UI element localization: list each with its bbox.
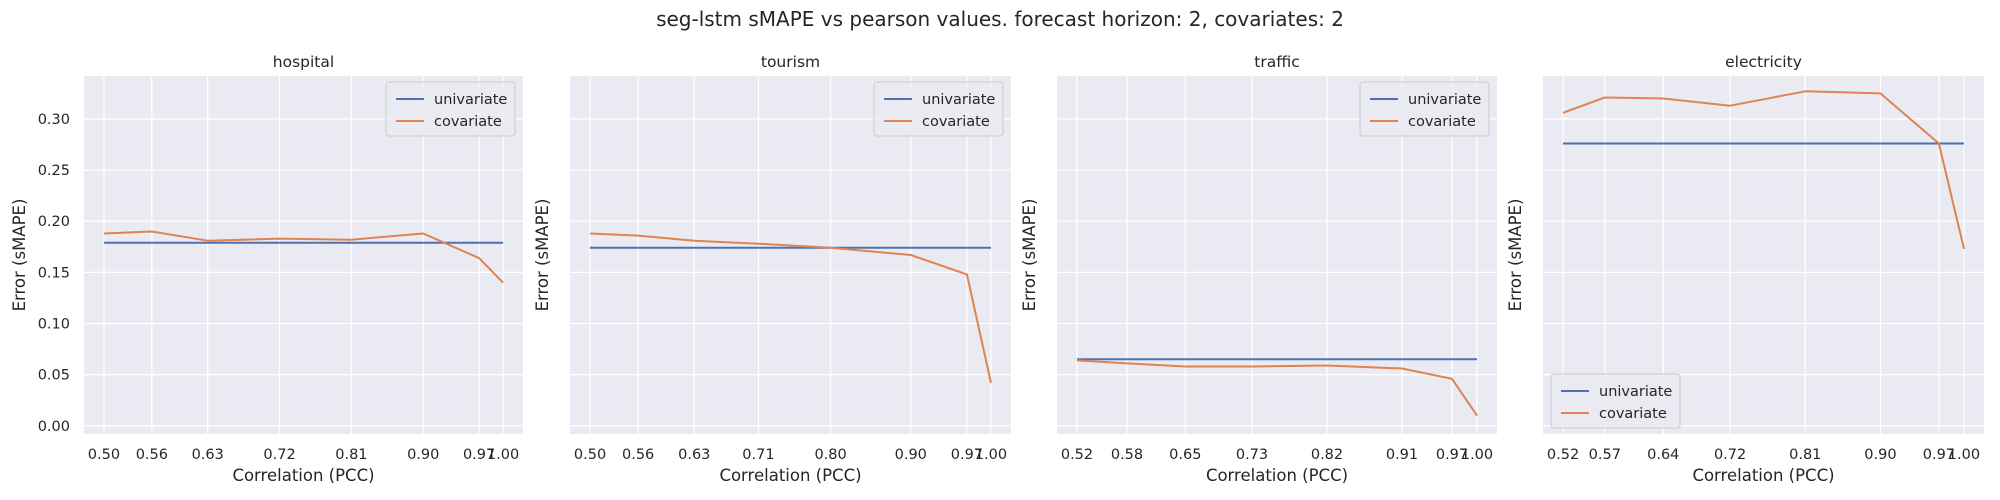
x-tick-label: 0.97 [463, 447, 495, 463]
x-tick-label: 0.50 [574, 447, 606, 463]
y-tick-label: 0.30 [38, 112, 70, 128]
figure-title: seg-lstm sMAPE vs pearson values. foreca… [656, 7, 1344, 31]
series-line-covariate [103, 230, 504, 284]
series-line-covariate [589, 232, 992, 384]
x-tick-label: 0.90 [1864, 447, 1896, 463]
x-tick-label: 0.73 [1236, 447, 1268, 463]
panel-title: tourism [761, 53, 820, 71]
legend-box [385, 81, 516, 137]
x-tick-label: 0.82 [1311, 447, 1343, 463]
legend-label: univariate [434, 92, 507, 108]
x-tick-label: 0.64 [1647, 447, 1679, 463]
x-tick-label: 0.80 [814, 447, 846, 463]
x-tick-label: 0.90 [895, 447, 927, 463]
x-tick-label: 0.72 [263, 447, 295, 463]
panel-electricity: electricity 0.52 0.57 0.64 0.72 0.81 0.90 0.971… [1506, 53, 1984, 485]
legend-box [873, 81, 1004, 137]
legend-box [1359, 81, 1490, 137]
x-axis-label: Correlation (PCC) [1692, 466, 1834, 485]
legend-label: covariate [1599, 406, 1667, 422]
x-tick-label: 0.91 [1386, 447, 1418, 463]
y-tick-label: 0.10 [38, 317, 70, 333]
y-axis-label: Error (sMAPE) [1506, 199, 1525, 312]
series-line-covariate [1076, 359, 1478, 417]
x-tick-label: 1.00 [487, 447, 519, 463]
legend-label: univariate [1408, 92, 1481, 108]
y-tick-label: 0.15 [38, 265, 70, 281]
x-tick-label: 0.56 [136, 447, 168, 463]
x-tick-label: 0.97 [951, 447, 983, 463]
x-tick-label: 0.97 [1923, 447, 1955, 463]
x-tick-label: 1.00 [975, 447, 1007, 463]
legend: univariate covariate [1550, 373, 1681, 429]
legend: univariate covariate [873, 81, 1004, 137]
x-tick-label: 0.50 [88, 447, 120, 463]
x-tick-label: 0.63 [678, 447, 710, 463]
y-tick-label: 0.25 [38, 163, 70, 179]
x-tick-label: 0.58 [1111, 447, 1143, 463]
x-tick-label: 1.00 [1461, 447, 1493, 463]
x-tick-label: 0.56 [622, 447, 654, 463]
x-axis-label: Correlation (PCC) [719, 466, 861, 485]
series-line-covariate [1562, 90, 1965, 250]
y-axis-label: Error (sMAPE) [1020, 199, 1039, 312]
y-axis-label: Error (sMAPE) [533, 199, 552, 312]
y-tick-label: 0.00 [38, 419, 70, 435]
x-tick-label: 0.71 [742, 447, 774, 463]
x-tick-label: 0.52 [1061, 447, 1093, 463]
x-tick-label: 0.97 [1436, 447, 1468, 463]
panel-traffic: traffic 0.52 0.58 0.65 0.73 0.82 0.91 0.971.00 C… [1020, 53, 1497, 485]
x-tick-label: 0.81 [335, 447, 367, 463]
panel-hospital: hospital 0.50 0.56 0.63 0.72 0.81 0.90 0.971.00… [10, 53, 523, 485]
legend-label: covariate [434, 114, 502, 130]
panel-title: traffic [1254, 53, 1299, 71]
y-tick-label: 0.05 [38, 368, 70, 384]
x-tick-label: 0.65 [1169, 447, 1201, 463]
legend-label: univariate [922, 92, 995, 108]
x-tick-label: 0.52 [1547, 447, 1579, 463]
panel-title: electricity [1725, 53, 1802, 71]
y-axis-label: Error (sMAPE) [10, 199, 29, 312]
legend-box [1550, 373, 1681, 429]
x-tick-label: 0.72 [1714, 447, 1746, 463]
y-tick-label: 0.20 [38, 214, 70, 230]
x-tick-label: 0.57 [1589, 447, 1621, 463]
x-tick-label: 0.63 [192, 447, 224, 463]
x-tick-label: 0.81 [1789, 447, 1821, 463]
legend-label: covariate [922, 114, 990, 130]
panel-tourism: tourism 0.50 0.56 0.63 0.71 0.80 0.90 0.971.00 C… [533, 53, 1011, 485]
x-tick-label: 0.90 [407, 447, 439, 463]
legend-label: univariate [1599, 384, 1672, 400]
legend: univariate covariate [1359, 81, 1490, 137]
panel-title: hospital [273, 53, 334, 71]
x-tick-label: 1.00 [1948, 447, 1980, 463]
x-axis-label: Correlation (PCC) [232, 466, 374, 485]
legend: univariate covariate [385, 81, 516, 137]
x-axis-label: Correlation (PCC) [1206, 466, 1348, 485]
legend-label: covariate [1408, 114, 1476, 130]
